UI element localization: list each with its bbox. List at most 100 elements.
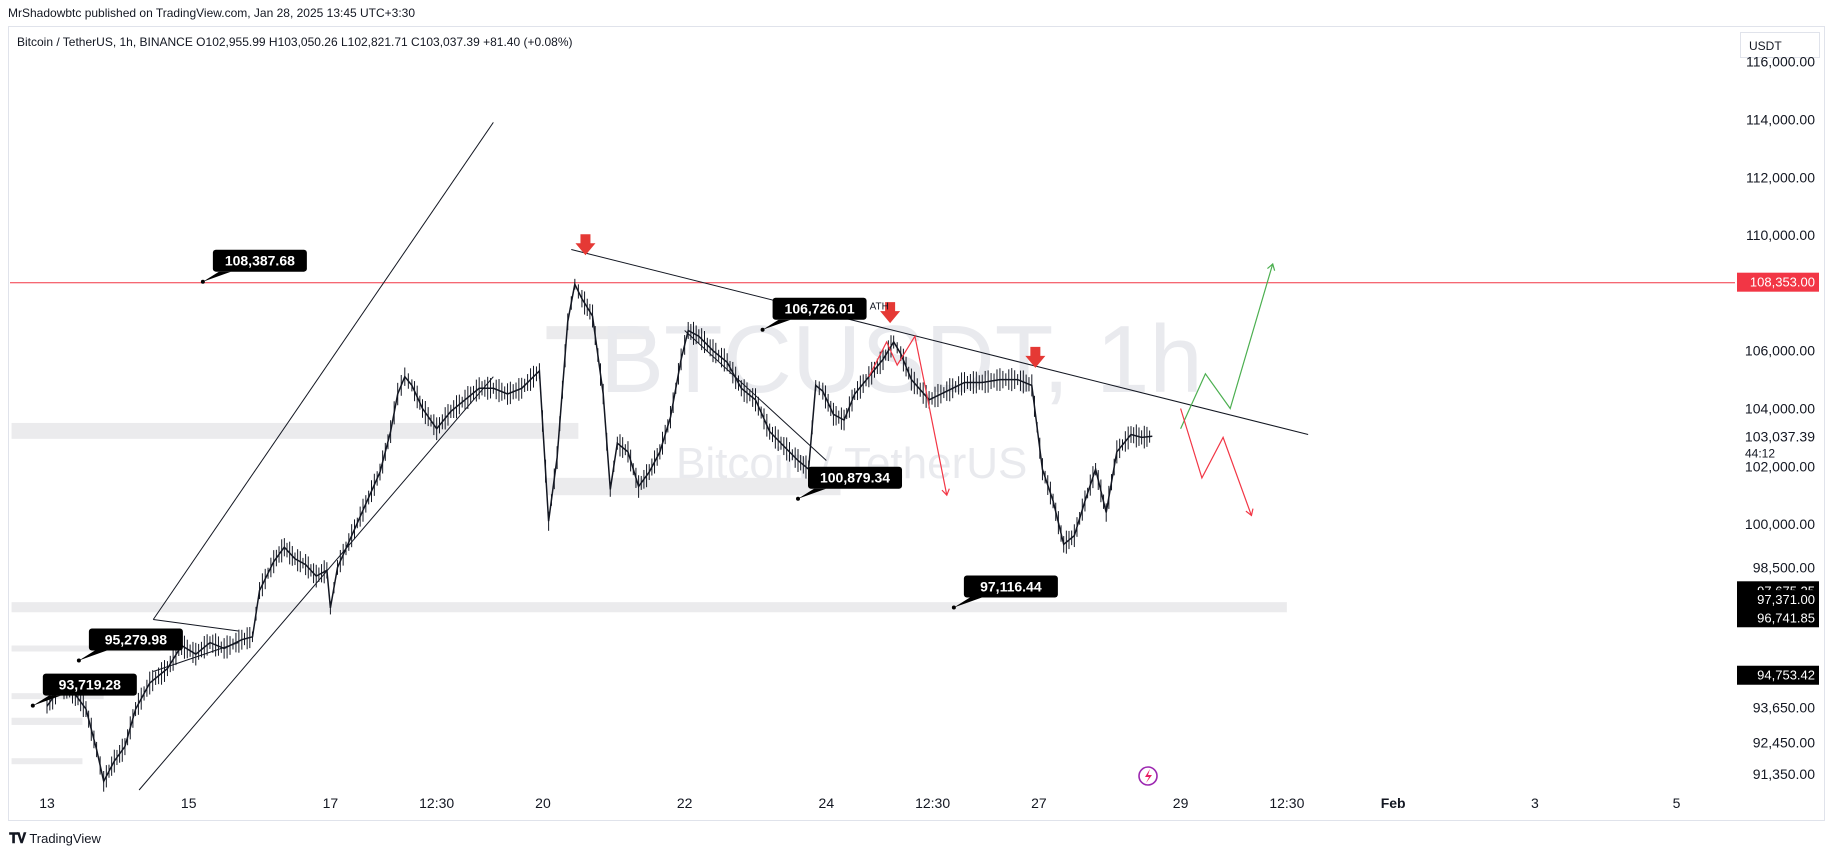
- zone-3: [11, 602, 1287, 613]
- price-badge-1: 103,037.39 44:12: [1745, 428, 1815, 460]
- x-tick-label: 29: [1173, 795, 1189, 811]
- tradingview-brand: TradingView: [29, 831, 101, 846]
- price-badge-bg: [1737, 272, 1819, 292]
- y-tick-label: 102,000.00: [1745, 458, 1815, 474]
- callout-0: 108,387.68: [200, 249, 307, 284]
- callout-label: 97,116.44: [980, 578, 1042, 594]
- bearish-projection-path-arrowhead: [1245, 508, 1254, 517]
- x-tick-label: 22: [677, 795, 693, 811]
- x-tick-label: 12:30: [419, 795, 454, 811]
- down-arrow-icon-2: [1025, 346, 1046, 368]
- price-badge-label: 108,353.00: [1750, 275, 1815, 290]
- price-badge-label: 94,753.42: [1757, 668, 1815, 683]
- callout-pointer: [78, 650, 107, 661]
- x-tick-label: Feb: [1381, 795, 1406, 811]
- callout-anchor: [796, 496, 801, 501]
- y-tick-label: 98,500.00: [1753, 559, 1815, 575]
- projection-paths-layer: [868, 262, 1276, 517]
- symbol-ohlc-legend[interactable]: Bitcoin / TetherUS, 1h, BINANCE O102,955…: [17, 35, 573, 49]
- earlier-projection-path: [868, 334, 948, 496]
- callout-box: [42, 673, 137, 696]
- watermark-main: BTCUSDT, 1h: [600, 306, 1203, 413]
- callout-pointer: [953, 597, 982, 608]
- price-series-line: [46, 281, 1153, 784]
- replay-icon[interactable]: [1138, 766, 1158, 786]
- price-badge-label: 103,037.39: [1745, 428, 1815, 444]
- currency-selector[interactable]: USDT: [1740, 32, 1820, 58]
- y-tick-label: 112,000.00: [1746, 169, 1815, 185]
- down-arrow-icon-1: [880, 302, 901, 324]
- callout-box: [772, 297, 867, 320]
- zone-7: [11, 758, 83, 765]
- y-tick-label: 116,000.00: [1746, 54, 1815, 70]
- price-badge-bg: [1737, 608, 1819, 628]
- y-axis: 116,000.00 114,000.00 112,000.00 110,000.00…: [1745, 54, 1815, 782]
- y-tick-label: 104,000.00: [1745, 401, 1815, 417]
- price-badge-4: 96,741.85: [1737, 608, 1819, 628]
- x-tick-label: 5: [1673, 795, 1681, 811]
- callout-pointer: [762, 319, 791, 330]
- y-tick-label: 92,450.00: [1753, 734, 1815, 750]
- x-tick-label: 13: [39, 795, 55, 811]
- y-tick-label: 114,000.00: [1746, 111, 1815, 127]
- down-arrows-layer: [575, 234, 1046, 368]
- price-badge-0: 108,353.00: [1737, 272, 1819, 292]
- y-tick-label: 106,000.00: [1745, 343, 1815, 359]
- y-tick-label: 100,000.00: [1745, 516, 1815, 532]
- x-tick-label: 12:30: [915, 795, 950, 811]
- price-badge-bg: [1737, 665, 1819, 685]
- callout-label: 108,387.68: [225, 253, 295, 269]
- y-tick-label: 93,650.00: [1753, 700, 1815, 716]
- callout-box: [808, 466, 903, 489]
- x-axis: 13 15 17 12:30 20 22 24 12:30 27 29 12:30 Feb 3 5: [39, 795, 1680, 811]
- price-badge-label: 97,371.00: [1757, 592, 1815, 607]
- earlier-projection-path-arrowhead: [941, 488, 950, 497]
- x-tick-label: 15: [181, 795, 197, 811]
- callout-label: 95,279.98: [105, 632, 167, 648]
- callout-label: 106,726.01: [785, 301, 855, 317]
- tradingview-footer[interactable]: 𝐓𝐕 TradingView: [9, 830, 101, 847]
- callout-anchor: [760, 327, 765, 332]
- zone-1: [546, 477, 841, 496]
- x-tick-label: 3: [1531, 795, 1539, 811]
- callout-box: [88, 628, 183, 651]
- tradingview-logo-icon: 𝐓𝐕: [9, 830, 26, 846]
- x-tick-label: 27: [1031, 795, 1047, 811]
- callout-note: ATH: [870, 302, 889, 313]
- callout-5: 93,719.28: [30, 673, 137, 708]
- callout-4: 95,279.98: [76, 628, 183, 663]
- price-badge-bg: [1737, 590, 1819, 610]
- callout-label: 93,719.28: [59, 677, 121, 693]
- published-by-header: MrShadowbtc published on TradingView.com…: [8, 6, 416, 20]
- callout-3: 97,116.44: [951, 575, 1058, 610]
- callout-1: 106,726.01 ATH: [760, 297, 889, 332]
- price-badges: 108,353.00103,037.3944:1297,675.2597,371…: [1737, 272, 1819, 685]
- x-tick-label: 24: [819, 795, 835, 811]
- x-tick-label: 12:30: [1269, 795, 1304, 811]
- bullish-projection-path: [1180, 263, 1274, 429]
- down-arrow-icon-0: [575, 234, 596, 256]
- zone-6: [11, 717, 83, 725]
- trend-line-4: [153, 618, 239, 632]
- countdown-label: 44:12: [1745, 446, 1775, 460]
- bullish-projection-path-arrowhead: [1267, 262, 1276, 271]
- callout-box: [963, 575, 1058, 598]
- zone-2: [546, 326, 650, 340]
- y-tick-label: 91,350.00: [1753, 766, 1815, 782]
- zone-0: [11, 422, 579, 439]
- callout-label: 100,879.34: [820, 470, 890, 486]
- y-tick-label: 110,000.00: [1746, 227, 1815, 243]
- callout-anchor: [30, 703, 35, 708]
- series-layer: [46, 278, 1153, 792]
- callouts-layer: 108,387.68 106,726.01 ATH 100,879.34 97,116.…: [30, 249, 1058, 708]
- callout-anchor: [951, 605, 956, 610]
- chart-frame: [8, 26, 1825, 821]
- callout-box: [212, 249, 307, 272]
- callout-anchor: [76, 658, 81, 663]
- callout-anchor: [200, 279, 205, 284]
- price-badge-5: 94,753.42: [1737, 665, 1819, 685]
- trend-line-2: [571, 249, 1309, 435]
- x-tick-label: 20: [535, 795, 551, 811]
- watermark-layer: BTCUSDT, 1h Bitcoin / TetherUS: [600, 306, 1203, 488]
